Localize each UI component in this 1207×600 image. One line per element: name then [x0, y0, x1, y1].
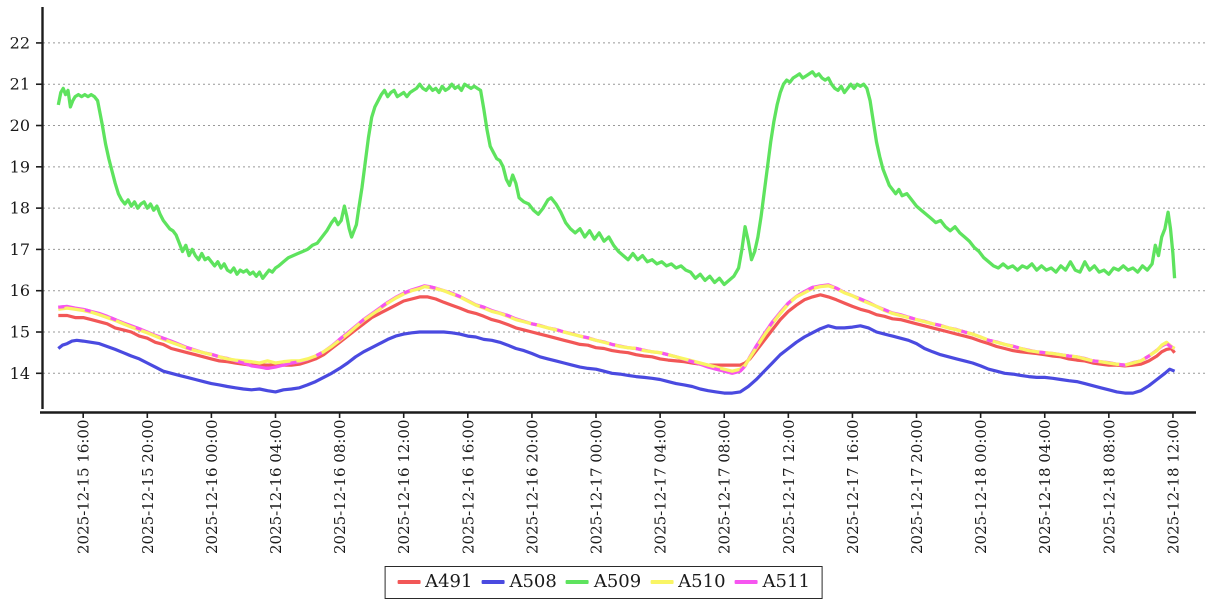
x-tick-label: 2025-12-16 08:00	[331, 420, 349, 554]
x-tick-label: 2025-12-18 00:00	[972, 420, 990, 554]
x-tick-label: 2025-12-16 16:00	[459, 420, 477, 554]
legend-label: A508	[509, 571, 557, 592]
x-tick-label: 2025-12-18 04:00	[1036, 420, 1054, 554]
x-tick-label: 2025-12-17 16:00	[844, 420, 862, 554]
legend-swatch-A509	[565, 580, 589, 584]
series-A491-line	[58, 293, 1176, 368]
legend-swatch-A508	[481, 580, 505, 584]
legend-item-A511: A511	[734, 571, 810, 592]
series-A510-line	[58, 284, 1176, 373]
x-tick-label: 2025-12-18 08:00	[1100, 420, 1118, 554]
legend-label: A511	[762, 571, 810, 592]
legend-swatch-A511	[734, 580, 758, 584]
y-tick-label: 18	[10, 199, 30, 218]
y-tick-label: 15	[10, 323, 30, 342]
legend-swatch-A491	[397, 580, 421, 584]
x-tick-label: 2025-12-16 20:00	[523, 420, 541, 554]
y-tick-label: 20	[10, 116, 30, 135]
legend-item-A508: A508	[481, 571, 557, 592]
x-tick-label: 2025-12-17 12:00	[780, 420, 798, 554]
legend-swatch-A510	[650, 580, 674, 584]
x-tick-label: 2025-12-17 20:00	[908, 420, 926, 554]
series-A509-line	[56, 70, 1177, 287]
x-tick-label: 2025-12-16 04:00	[267, 420, 285, 554]
legend-label: A509	[593, 571, 642, 592]
legend-item-A510: A510	[650, 571, 726, 592]
x-tick-label: 2025-12-18 12:00	[1164, 420, 1182, 554]
x-tick-label: 2025-12-17 08:00	[716, 420, 734, 554]
x-tick-label: 2025-12-16 00:00	[203, 420, 221, 554]
y-tick-label: 21	[10, 75, 30, 94]
y-tick-label: 14	[10, 364, 30, 383]
x-tick-label: 2025-12-17 00:00	[588, 420, 606, 554]
legend-label: A510	[678, 571, 726, 592]
x-tick-label: 2025-12-17 04:00	[652, 420, 670, 554]
legend: A491 A508 A509 A510 A511	[384, 566, 823, 599]
x-tick-label: 2025-12-15 16:00	[75, 420, 93, 554]
y-tick-label: 19	[10, 157, 30, 176]
legend-label: A491	[425, 571, 473, 592]
legend-item-A491: A491	[397, 573, 472, 591]
y-tick-label: 16	[10, 281, 30, 300]
y-tick-label: 17	[10, 240, 30, 259]
x-tick-label: 2025-12-16 12:00	[395, 420, 413, 554]
series-A508-line	[57, 324, 1176, 395]
y-tick-label: 22	[10, 33, 30, 52]
x-tick-label: 2025-12-15 20:00	[139, 420, 157, 554]
legend-item-A509: A509	[565, 571, 642, 592]
